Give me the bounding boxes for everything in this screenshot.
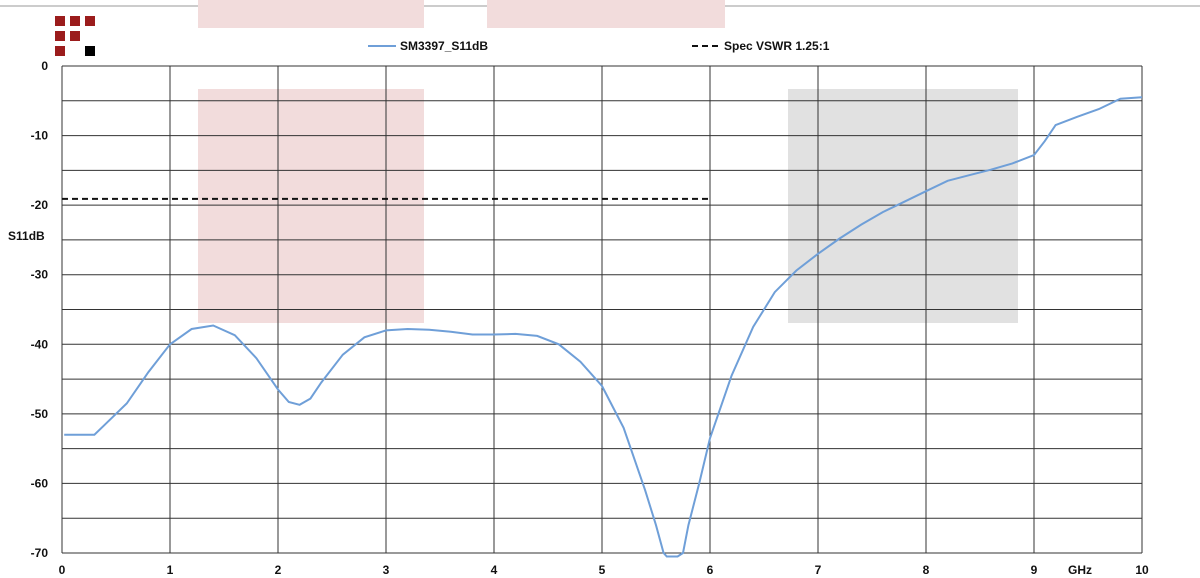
x-tick-label: 7 — [815, 563, 822, 577]
x-tick-label: 8 — [923, 563, 930, 577]
y-tick-label: -30 — [31, 268, 49, 282]
x-tick-label: 5 — [599, 563, 606, 577]
logo-block-black — [85, 46, 95, 56]
y-tick-label: -60 — [31, 476, 49, 490]
y-tick-labels: 0 -10 -20 -30 -40 -50 -60 -70 — [31, 59, 49, 560]
x-axis-label: GHz — [1068, 563, 1092, 577]
y-tick-label: -40 — [31, 337, 49, 351]
y-tick-label: -20 — [31, 198, 49, 212]
x-tick-label: 10 — [1135, 563, 1149, 577]
x-tick-label: 1 — [167, 563, 174, 577]
shaded-regions — [198, 0, 1018, 323]
logo-block — [85, 16, 95, 26]
shade-gray-region — [788, 89, 1018, 323]
y-tick-label: -70 — [31, 546, 49, 560]
shade-pink-region — [198, 89, 424, 323]
y-tick-label: -50 — [31, 407, 49, 421]
logo-block — [55, 16, 65, 26]
logo-block — [70, 16, 80, 26]
x-tick-label: 6 — [707, 563, 714, 577]
series-line-sm3397 — [64, 96, 1143, 558]
x-tick-label: 4 — [491, 563, 498, 577]
legend-label-sm3397: SM3397_S11dB — [400, 39, 488, 53]
shade-top-left — [198, 0, 424, 28]
x-tick-label: 0 — [59, 563, 66, 577]
grid-lines — [61, 65, 1143, 554]
shade-top-right — [487, 0, 725, 28]
series-group — [62, 96, 1143, 558]
x-tick-label: 9 — [1031, 563, 1038, 577]
logo-block — [70, 31, 80, 41]
y-tick-label: 0 — [41, 59, 48, 73]
x-tick-label: 2 — [275, 563, 282, 577]
logo-block — [55, 46, 65, 56]
x-tick-labels: 0 1 2 3 4 5 6 7 8 9 10 — [59, 563, 1149, 577]
logo-block — [55, 31, 65, 41]
legend: SM3397_S11dB Spec VSWR 1.25:1 — [368, 39, 830, 53]
y-tick-label: -10 — [31, 129, 49, 143]
brand-logo — [55, 16, 95, 56]
legend-label-spec: Spec VSWR 1.25:1 — [724, 39, 830, 53]
y-axis-label: S11dB — [8, 229, 45, 243]
x-tick-label: 3 — [383, 563, 390, 577]
